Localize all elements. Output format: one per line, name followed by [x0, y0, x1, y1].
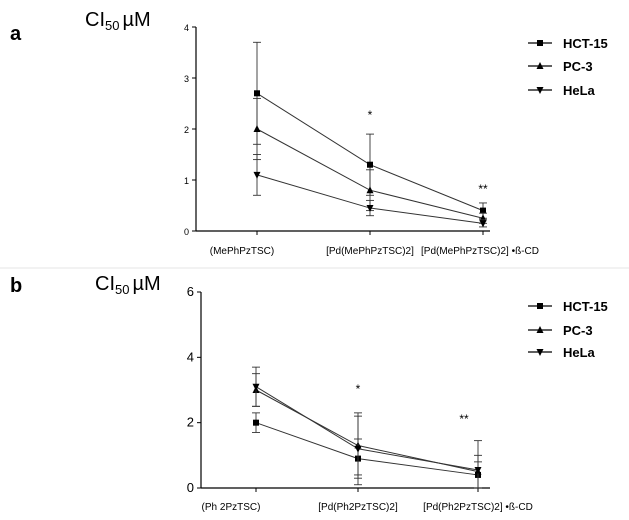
legend-marker	[536, 87, 544, 94]
significance-marker: **	[478, 182, 488, 196]
legend-label: PC-3	[563, 59, 593, 74]
y-tick-label: 4	[184, 23, 189, 33]
panel-b: b CI50 µM 0 2 4 6 (Ph 2PzTSC) [Pd(Ph2PzTSC)2] [Pd…	[10, 273, 608, 513]
x-tick-label: [Pd(Ph2PzTSC)2]	[318, 502, 398, 513]
data-point	[252, 383, 260, 391]
legend-marker	[536, 62, 544, 69]
legend-marker	[536, 349, 544, 356]
legend-marker	[536, 326, 544, 333]
x-tick-label: [Pd(MePhPzTSC)2]	[326, 246, 414, 257]
legend-marker	[537, 40, 543, 46]
legend-label: HCT-15	[563, 36, 608, 51]
significance-marker: *	[356, 382, 361, 396]
legend-label: HCT-15	[563, 299, 608, 314]
series-line	[255, 386, 479, 471]
significance-marker: **	[459, 412, 469, 426]
series-hela	[252, 366, 482, 489]
legend-marker	[537, 303, 543, 309]
series-line	[255, 422, 479, 476]
data-point	[474, 467, 482, 475]
y-tick-label: 2	[184, 125, 189, 135]
y-tick-label: 2	[187, 415, 194, 430]
y-tick-label: 3	[184, 74, 189, 84]
x-tick-label: (Ph 2PzTSC)	[202, 502, 261, 513]
data-point	[254, 90, 260, 97]
panel-a: a CI50 µM 0 1 2 3 4 (MePhPzTSC) [Pd(MePhPzTSC)2] […	[10, 9, 608, 257]
x-tick-label: [Pd(Ph2PzTSC)2] •ß-CD	[423, 502, 533, 513]
data-point	[479, 220, 487, 228]
data-point	[367, 161, 373, 168]
legend-label: PC-3	[563, 323, 593, 338]
data-point	[253, 125, 261, 132]
data-point	[354, 445, 362, 453]
data-point	[480, 207, 486, 214]
data-point	[253, 171, 261, 179]
y-tick-label: 0	[184, 227, 189, 237]
series-hela	[253, 154, 487, 228]
y-axis-label: CI50 µM	[95, 273, 161, 297]
data-point	[253, 419, 259, 426]
panel-letter: a	[10, 23, 22, 45]
legend-label: HeLa	[563, 345, 596, 360]
y-tick-label: 4	[187, 349, 194, 364]
legend-label: HeLa	[563, 83, 596, 98]
data-point	[366, 205, 374, 213]
panel-letter: b	[10, 275, 22, 297]
y-axis-label: CI50 µM	[85, 9, 151, 33]
y-tick-label: 6	[187, 284, 194, 299]
y-tick-label: 1	[184, 176, 189, 186]
x-tick-label: (MePhPzTSC)	[210, 246, 274, 257]
data-point	[366, 186, 374, 194]
x-tick-label: [Pd(MePhPzTSC)2] •ß-CD	[421, 246, 539, 257]
significance-marker: *	[368, 108, 373, 122]
y-tick-label: 0	[187, 480, 194, 495]
